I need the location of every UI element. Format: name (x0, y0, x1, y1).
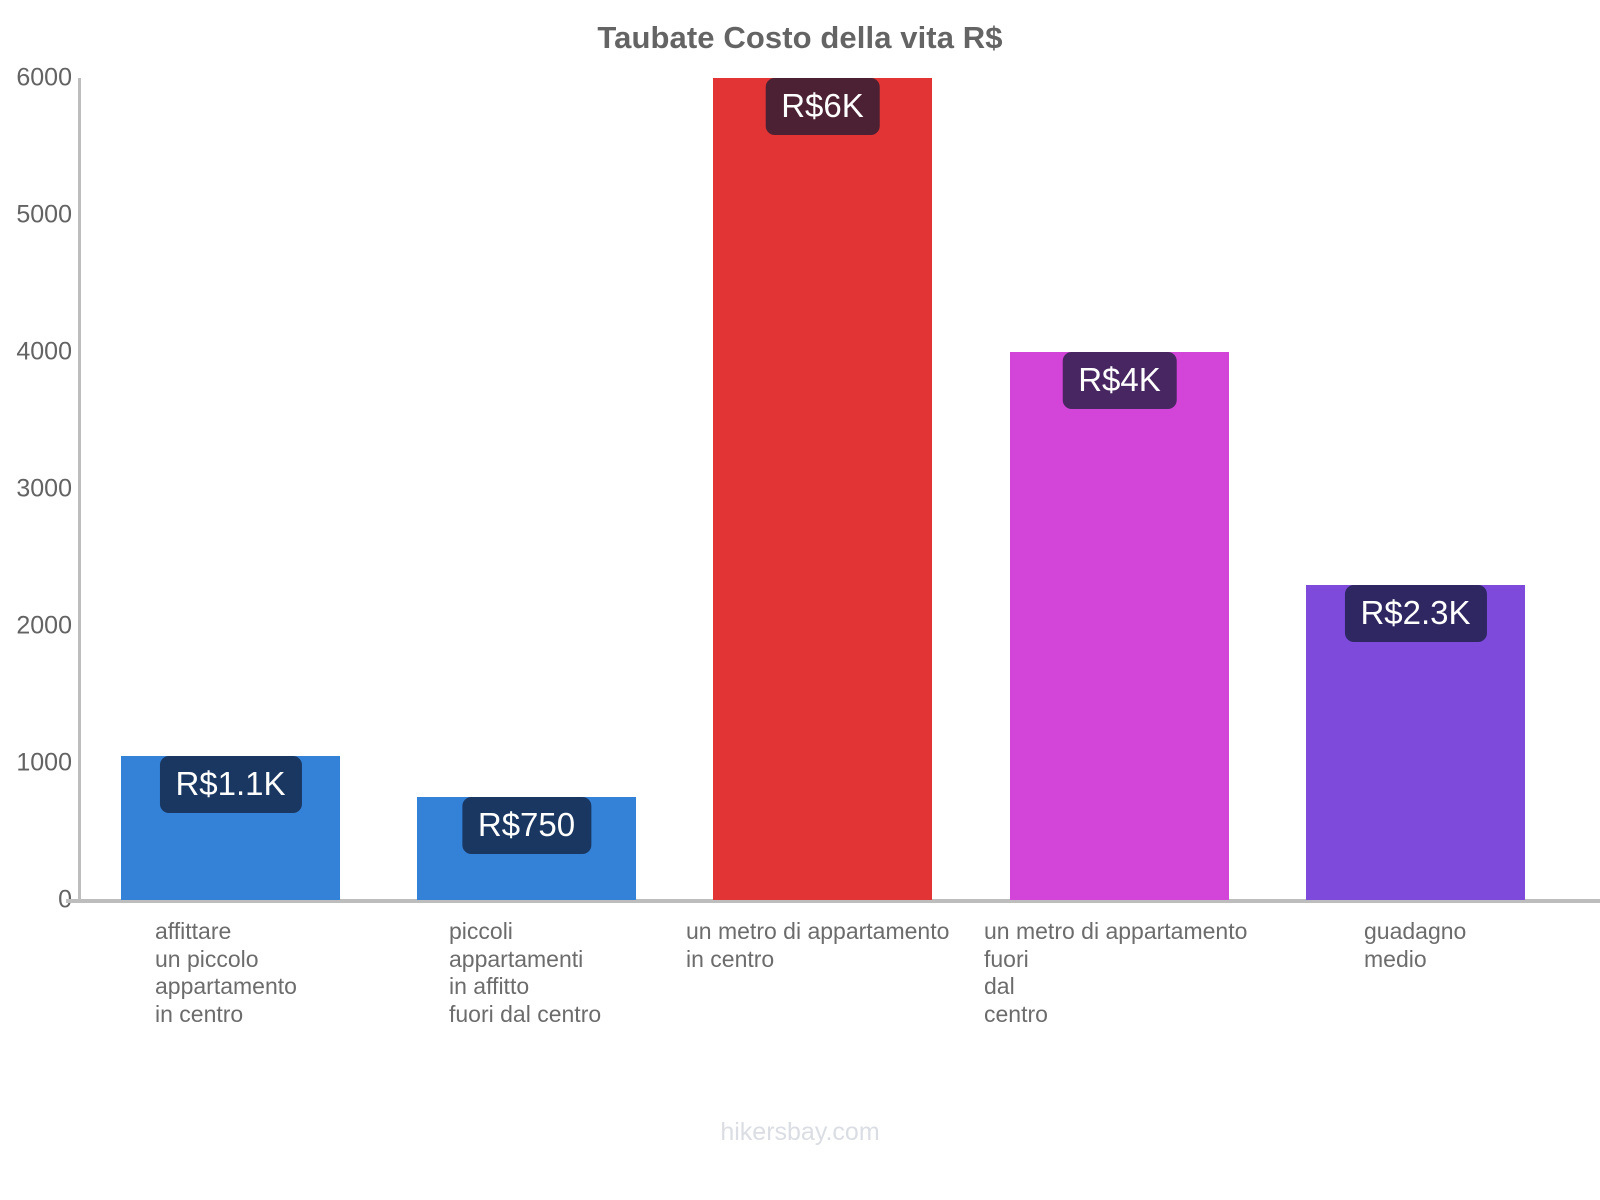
bar-group[interactable]: R$1.1K (121, 78, 340, 900)
bar-group[interactable]: R$6K (713, 78, 932, 900)
bar-value-label: R$6K (765, 78, 880, 135)
chart-title: Taubate Costo della vita R$ (597, 20, 1003, 55)
y-axis-tick-label: 4000 (16, 337, 72, 366)
bar[interactable] (713, 78, 932, 900)
bar-value-label: R$1.1K (159, 756, 302, 814)
bar-value-label: R$750 (461, 797, 592, 855)
bar-value-label: R$4K (1062, 352, 1177, 409)
x-axis-line (66, 899, 1600, 903)
bar-group[interactable]: R$4K (1010, 78, 1229, 900)
y-axis-tick-label: 5000 (16, 200, 72, 229)
x-axis-category-label: affittare un piccolo appartamento in cen… (155, 918, 297, 1027)
x-axis-category-label: un metro di appartamento fuori dal centr… (984, 918, 1248, 1027)
x-axis-category-label: un metro di appartamento in centro (686, 918, 950, 972)
x-axis-category-label: guadagno medio (1364, 918, 1467, 972)
bar[interactable] (1010, 352, 1229, 900)
y-axis-line (78, 78, 81, 900)
bar-value-label: R$2.3K (1344, 584, 1487, 642)
footer-watermark: hikersbay.com (720, 1118, 880, 1146)
y-axis-tick-label: 3000 (16, 474, 72, 503)
y-axis-tick-labels: 6000 5000 4000 3000 2000 1000 0 (0, 0, 72, 1200)
x-axis-category-label: piccoli appartamenti in affitto fuori da… (449, 918, 602, 1027)
y-axis-tick-label: 6000 (16, 63, 72, 92)
y-axis-tick-label: 2000 (16, 611, 72, 640)
bar-group[interactable]: R$750 (417, 78, 636, 900)
bar-group[interactable]: R$2.3K (1306, 78, 1525, 900)
y-axis-tick-label: 1000 (16, 748, 72, 777)
y-axis-tick-label: 0 (6, 886, 72, 915)
